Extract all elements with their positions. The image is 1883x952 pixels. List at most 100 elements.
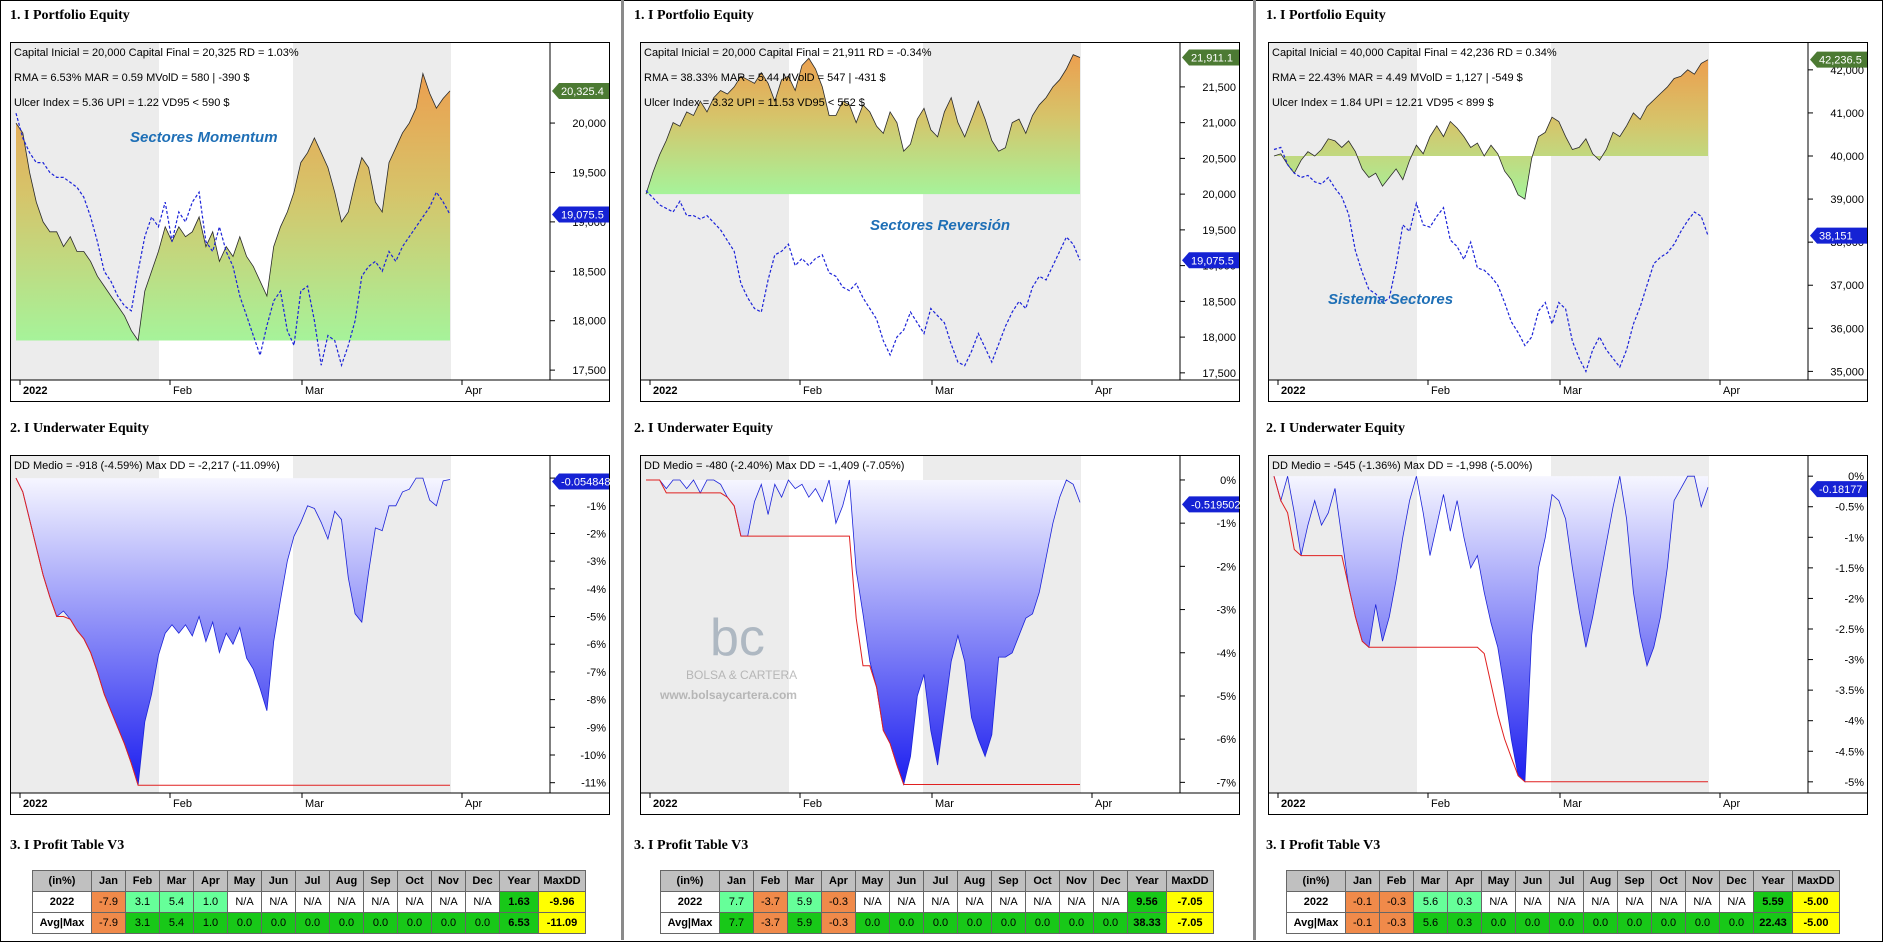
y-tick-label: -3% [586, 556, 606, 568]
profit-cell: 0.0 [1685, 912, 1720, 934]
profit-cell: 5.4 [159, 912, 194, 934]
y-tick-label: -3% [1844, 655, 1864, 667]
x-tick-label: 2022 [1281, 798, 1305, 810]
equity-stats-line: Capital Inicial = 20,000 Capital Final =… [14, 47, 299, 59]
profit-header-cell: Jul [923, 870, 958, 892]
y-tick-label: -2% [1844, 593, 1864, 605]
y-tick-label: -4% [586, 584, 606, 596]
profit-row-label: 2022 [32, 891, 92, 913]
profit-cell: N/A [889, 891, 924, 913]
profit-cell: 0.3 [1447, 891, 1482, 913]
profit-header-cell: Oct [1025, 870, 1060, 892]
profit-cell: 0.0 [1549, 912, 1584, 934]
equity-last-value: 42,236.5 [1819, 55, 1862, 67]
y-tick-label: -8% [586, 695, 606, 707]
drawdown-last-value-bg [1182, 496, 1239, 513]
profit-table-row: 2022 -0.1 -0.3 5.6 0.3 N/A N/A N/A N/A N/A N/A N/A N… [1286, 891, 1840, 913]
profit-header-cell: Jul [1549, 870, 1584, 892]
y-tick-label: -11% [581, 778, 606, 790]
x-tick-label: 2022 [1281, 385, 1305, 397]
equity-last-value-bg [552, 82, 609, 99]
equity-stats-line: Capital Inicial = 20,000 Capital Final =… [644, 47, 932, 59]
equity-title: 1. I Portfolio Equity [1266, 8, 1386, 23]
x-tick-label: Apr [1723, 798, 1740, 810]
underwater-stats: DD Medio = -545 (-1.36%) Max DD = -1,998… [1272, 460, 1532, 472]
profit-header-cell: Aug [1583, 870, 1618, 892]
profit-header-cell: (in%) [32, 870, 92, 892]
profit-cell: N/A [261, 891, 296, 913]
profit-header-cell: Nov [431, 870, 466, 892]
profit-cell: 1.0 [193, 912, 228, 934]
profit-header-cell: Apr [1447, 870, 1482, 892]
profit-cell: 0.0 [465, 912, 500, 934]
y-tick-label: 20,500 [1202, 153, 1236, 165]
equity-chart: 2022FebMarApr17,50018,00018,50019,00019,… [640, 42, 1240, 402]
profit-cell: 1.0 [193, 891, 228, 913]
x-tick-label: Mar [305, 798, 324, 810]
profit-cell: N/A [1651, 891, 1686, 913]
benchmark-last-value: 19,075.5 [1191, 255, 1234, 267]
x-tick-label: Mar [305, 385, 324, 397]
underwater-stats: DD Medio = -480 (-2.40%) Max DD = -1,409… [644, 460, 904, 472]
y-tick-label: -4% [1216, 648, 1236, 660]
profit-header-cell: Mar [787, 870, 822, 892]
underwater-title: 2. I Underwater Equity [634, 421, 773, 436]
profit-cell: 0.0 [1025, 912, 1060, 934]
y-tick-label: -3.5% [1835, 685, 1864, 697]
profit-header-cell: Dec [1093, 870, 1128, 892]
profit-cell: N/A [1617, 891, 1652, 913]
profit-header-cell: Oct [397, 870, 432, 892]
y-tick-label: -4.5% [1835, 746, 1864, 758]
drawdown-area [16, 478, 450, 786]
profit-header-cell: Dec [465, 870, 500, 892]
y-tick-label: 39,000 [1830, 194, 1864, 206]
drawdown-last-value: -0.18177 [1819, 484, 1862, 496]
profit-cell: 3.1 [125, 912, 160, 934]
profit-cell: 7.7 [719, 891, 754, 913]
profit-cell: N/A [1583, 891, 1618, 913]
profit-table-header: (in%) Jan Feb Mar Apr May Jun Jul Aug Sep Oct Nov De… [1286, 870, 1840, 892]
profit-cell: -7.9 [91, 912, 126, 934]
x-tick-label: Feb [173, 385, 192, 397]
profit-cell: N/A [855, 891, 890, 913]
y-tick-label: -7% [1216, 777, 1236, 789]
y-tick-label: -2% [1216, 561, 1236, 573]
profit-header-cell: Dec [1719, 870, 1754, 892]
profit-cell: 0.0 [431, 912, 466, 934]
y-tick-label: -3% [1216, 605, 1236, 617]
profit-header-cell: May [1481, 870, 1516, 892]
y-tick-label: 40,000 [1830, 151, 1864, 163]
watermark-url: www.bolsaycartera.com [659, 688, 797, 702]
x-tick-label: Mar [1563, 798, 1582, 810]
equity-stats-line: RMA = 6.53% MAR = 0.59 MVolD = 580 | -39… [14, 72, 250, 84]
equity-area [646, 54, 1080, 195]
drawdown-last-value: -0.519502 [1191, 499, 1240, 511]
benchmark-line [645, 190, 1081, 367]
y-tick-label: 17,500 [1202, 368, 1236, 380]
profit-cell: N/A [1481, 891, 1516, 913]
underwater-chart: 2022 Feb Mar Apr -1% -2% -3% -4% -5% -6% -7% -8% -9%… [10, 455, 610, 815]
profit-cell: -5.00 [1792, 891, 1840, 913]
profit-cell: 0.0 [227, 912, 262, 934]
profit-header-cell: Aug [329, 870, 364, 892]
x-tick-label: 2022 [23, 385, 47, 397]
y-tick-label: -0.5% [1835, 502, 1864, 514]
profit-cell: 0.0 [1617, 912, 1652, 934]
month-band [1269, 43, 1417, 380]
y-tick-label: 19,500 [1202, 225, 1236, 237]
profit-row-label: Avg|Max [660, 912, 720, 934]
x-tick-label: Feb [803, 385, 822, 397]
profit-row-label: Avg|Max [32, 912, 92, 934]
profit-cell: -7.9 [91, 891, 126, 913]
x-tick-label: Apr [1095, 385, 1112, 397]
equity-line [15, 72, 451, 342]
profit-cell: 3.1 [125, 891, 160, 913]
profit-header-cell: Jan [91, 870, 126, 892]
profit-cell: -0.1 [1345, 891, 1380, 913]
profit-cell: 0.0 [1651, 912, 1686, 934]
profit-header-cell: Nov [1685, 870, 1720, 892]
profit-cell: 0.0 [1481, 912, 1516, 934]
equity-stats-line: Ulcer Index = 1.84 UPI = 12.21 VD95 < 89… [1272, 97, 1494, 109]
profit-header-cell: (in%) [660, 870, 720, 892]
profit-header-cell: Feb [1379, 870, 1414, 892]
